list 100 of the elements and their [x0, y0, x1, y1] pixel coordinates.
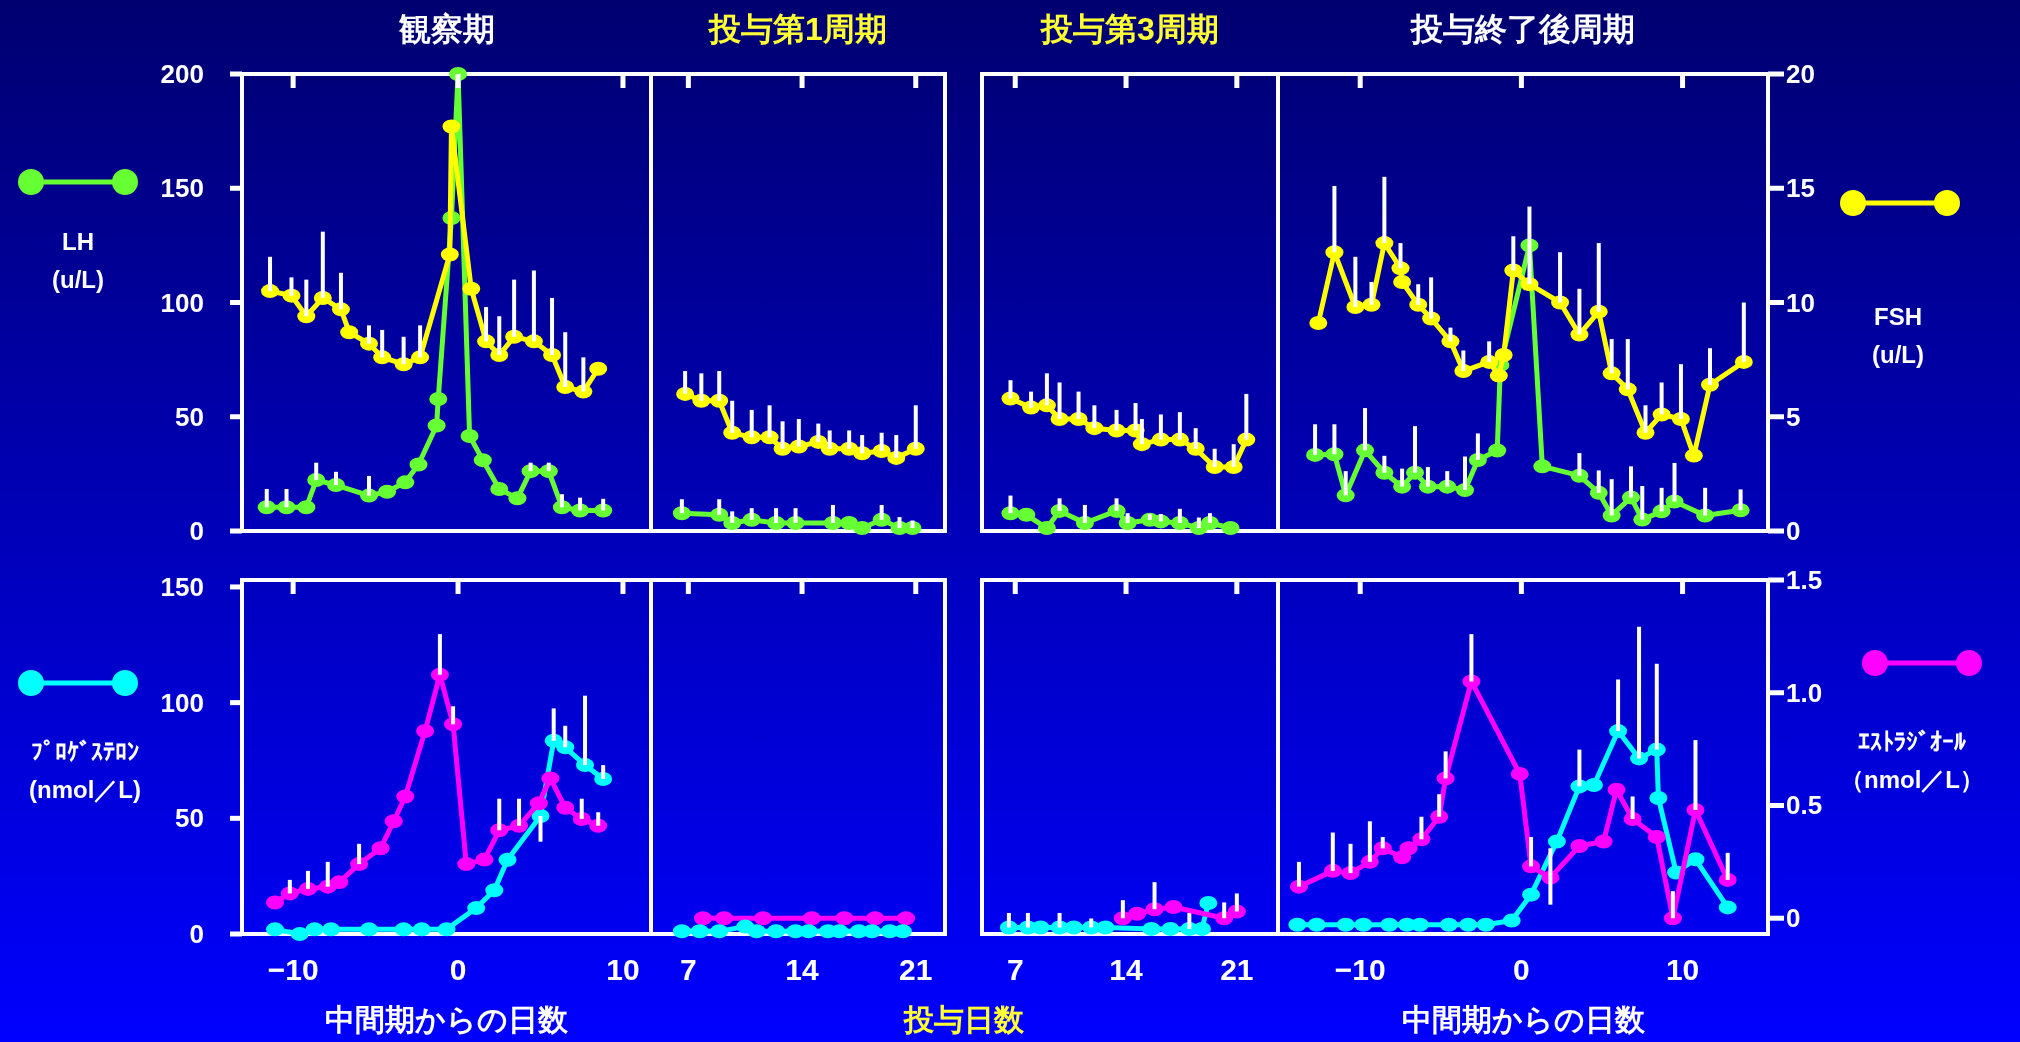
x-axis-title: 中間期からの日数: [1401, 1003, 1646, 1036]
point: [498, 852, 517, 867]
point: [1459, 917, 1478, 932]
x-tick-label: 14: [1109, 953, 1144, 986]
point: [1307, 917, 1326, 932]
point: [305, 922, 324, 937]
y-tick-label: 200: [160, 59, 204, 89]
point: [490, 481, 509, 496]
point: [442, 119, 461, 134]
x-tick-label: 7: [680, 953, 697, 986]
point: [1647, 830, 1666, 845]
point: [297, 500, 316, 515]
point: [1399, 841, 1418, 856]
x-tick-label: 10: [606, 953, 640, 986]
y-tick-label: 150: [160, 571, 204, 602]
point: [416, 724, 435, 739]
y2-tick-label: 1.5: [1786, 565, 1823, 595]
point: [853, 521, 872, 536]
y-tick-label: 0: [189, 919, 204, 949]
point: [394, 922, 413, 937]
point: [1309, 316, 1328, 331]
point: [541, 771, 560, 786]
point: [330, 875, 349, 890]
x-tick-label: −10: [267, 953, 319, 986]
point: [462, 281, 481, 296]
x-tick-label: 21: [899, 953, 933, 986]
y2-tick-label: 0.5: [1786, 790, 1823, 821]
chart-title: 観察期: [397, 11, 495, 47]
point: [473, 453, 492, 468]
point: [1288, 917, 1307, 932]
point: [1017, 507, 1036, 522]
y-tick-label: 0: [189, 516, 204, 546]
point: [322, 922, 341, 937]
x-tick-label: −10: [1334, 953, 1386, 986]
point: [1547, 834, 1566, 849]
point: [1522, 887, 1541, 902]
y2-tick-label: 0: [1786, 903, 1801, 934]
point: [429, 391, 448, 406]
x-tick-label: 10: [1665, 953, 1700, 986]
y-tick-label: 50: [175, 401, 204, 432]
point: [1594, 834, 1613, 849]
point: [1354, 917, 1373, 932]
y2-tick-label: 1.0: [1786, 677, 1823, 708]
point: [1128, 906, 1147, 921]
y2-tick-label: 10: [1786, 287, 1815, 318]
point: [1494, 348, 1513, 363]
point: [378, 484, 397, 499]
x-tick-label: 7: [1006, 953, 1024, 986]
legend: FSH (u/L): [1840, 190, 1960, 368]
y2-tick-label: 15: [1786, 173, 1815, 204]
point: [440, 247, 459, 262]
point: [290, 927, 309, 941]
point: [508, 491, 527, 506]
legend: ﾌﾟﾛｹﾞｽﾃﾛﾝ(nmol／L): [18, 670, 141, 803]
point: [1584, 778, 1603, 792]
point: [529, 796, 548, 811]
point: [1533, 459, 1552, 474]
point: [1393, 274, 1412, 289]
point: [437, 922, 456, 937]
y-tick-label: 150: [160, 173, 204, 204]
point: [1380, 917, 1399, 932]
point: [460, 428, 479, 443]
point: [1607, 782, 1626, 797]
y2-tick-label: 0: [1786, 516, 1801, 546]
point: [556, 800, 575, 815]
point: [396, 789, 415, 804]
y2-tick-label: 5: [1786, 401, 1801, 432]
point: [1686, 852, 1705, 867]
point: [840, 516, 859, 530]
point: [384, 814, 403, 829]
point: [265, 922, 284, 937]
y-tick-label: 100: [160, 687, 204, 718]
point: [1502, 913, 1521, 928]
point: [589, 361, 608, 376]
point: [1510, 766, 1529, 781]
point: [359, 922, 378, 937]
point: [1570, 839, 1589, 854]
point: [1488, 443, 1507, 458]
chart-title: 投与第1周期: [707, 11, 887, 47]
point: [1164, 899, 1183, 914]
x-tick-label: 14: [785, 953, 820, 986]
point: [1684, 448, 1703, 463]
x-tick-label: 0: [1513, 953, 1530, 986]
point: [427, 418, 446, 433]
point: [412, 922, 431, 937]
point: [371, 841, 390, 856]
x-tick-label: 21: [1220, 953, 1254, 986]
point: [265, 895, 284, 910]
x-axis-title: 投与日数: [902, 1003, 1025, 1036]
point: [1037, 521, 1056, 536]
point: [1476, 917, 1495, 932]
x-axis-title: 中間期からの日数: [325, 1003, 569, 1036]
point: [467, 901, 486, 916]
point: [1489, 368, 1508, 383]
legend: ｴｽﾄﾗｼﾞｵｰﾙ（nmol／L）: [1840, 650, 1984, 793]
y-tick-label: 100: [160, 287, 204, 318]
y2-tick-label: 20: [1786, 59, 1815, 89]
y-tick-label: 50: [175, 803, 204, 834]
point: [1439, 917, 1458, 932]
point: [1649, 790, 1668, 805]
